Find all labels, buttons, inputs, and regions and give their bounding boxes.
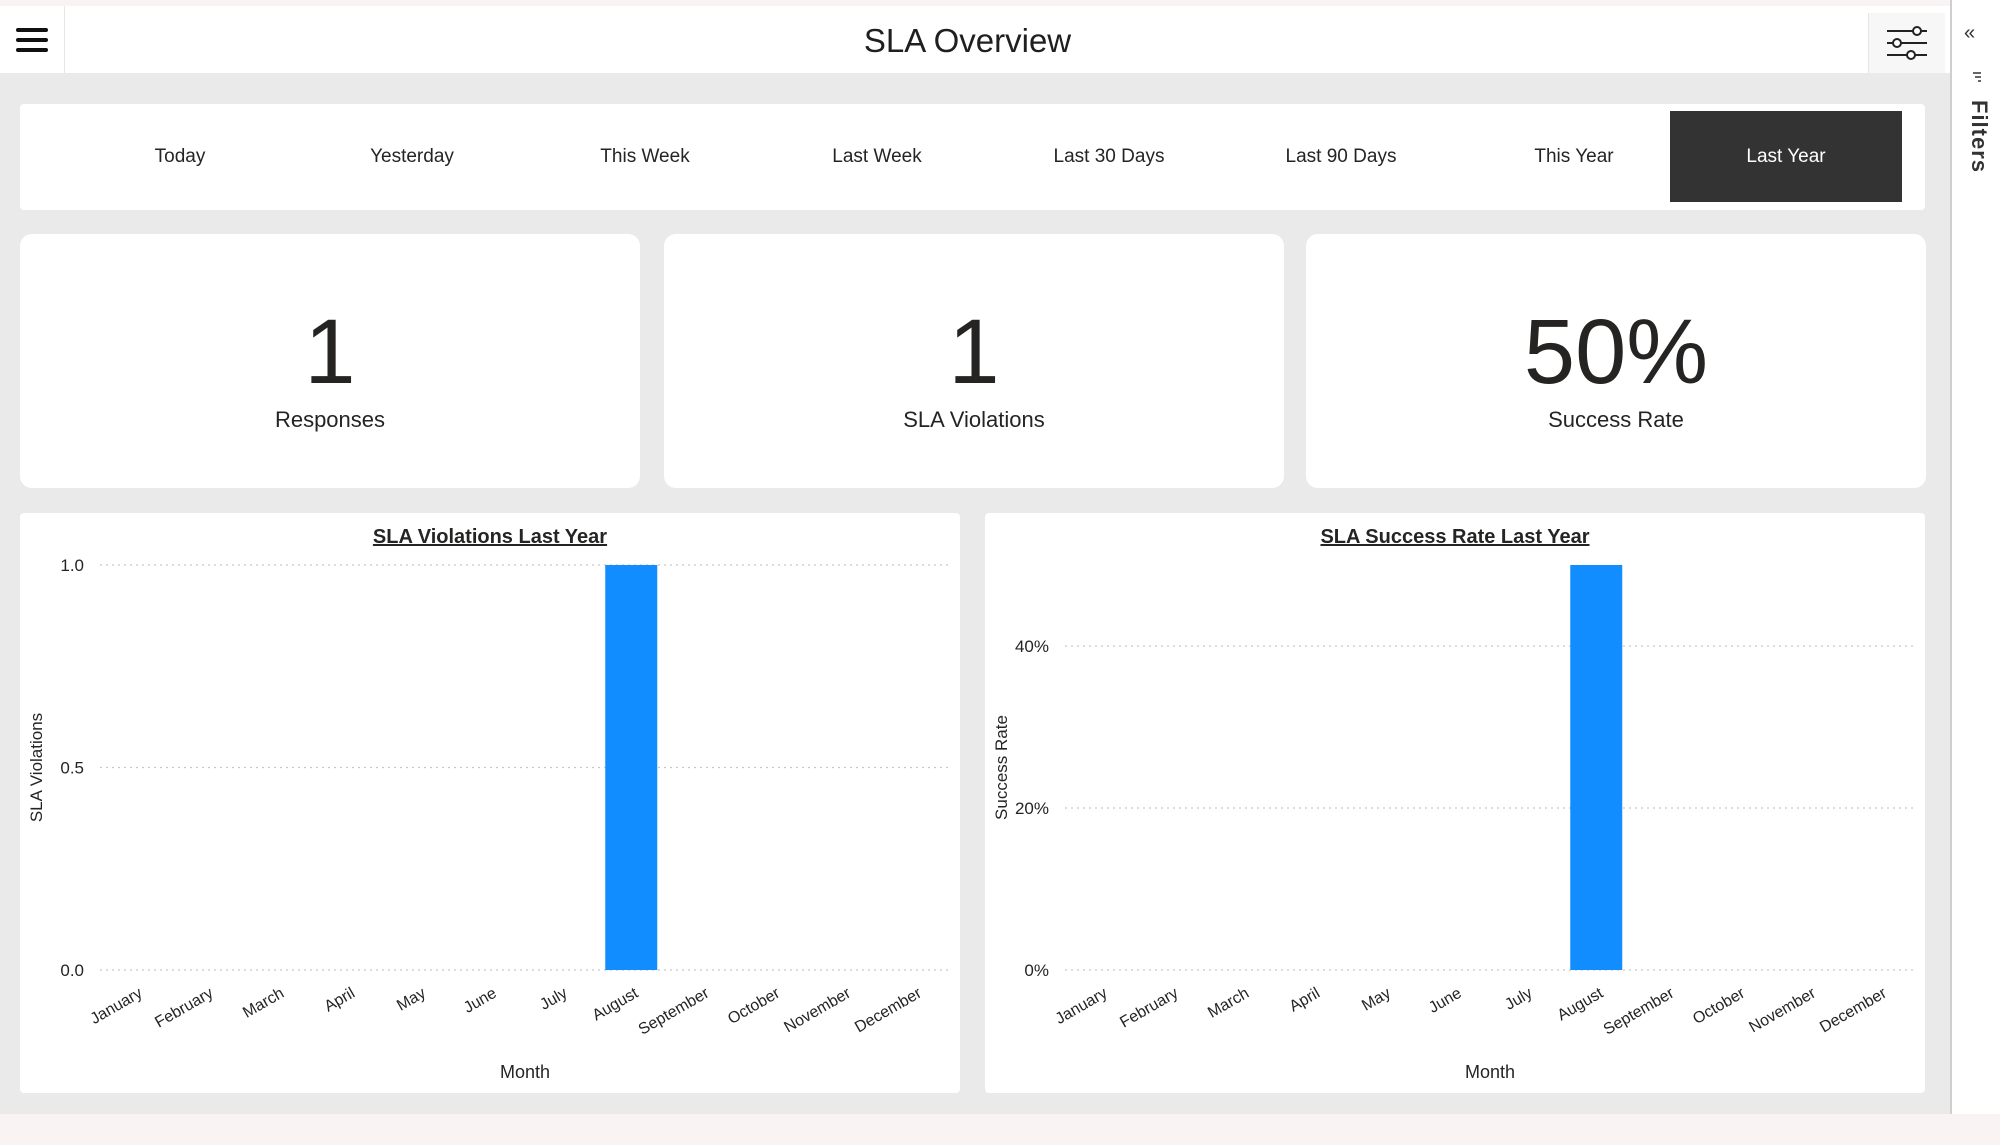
- x-tick-label: November: [1746, 984, 1819, 1036]
- date-range-selector: Today Yesterday This Week Last Week Last…: [20, 104, 1925, 210]
- x-tick-label: September: [1601, 984, 1678, 1038]
- y-tick-label: 0.0: [60, 961, 84, 980]
- kpi-value: 1: [304, 301, 356, 403]
- bar: [605, 565, 658, 970]
- hamburger-icon: [16, 27, 48, 52]
- x-tick-label: February: [152, 985, 216, 1032]
- x-tick-label: August: [1555, 984, 1607, 1024]
- kpi-card-responses: 1 Responses: [20, 234, 640, 488]
- kpi-label: Success Rate: [1548, 407, 1684, 432]
- x-tick-label: July: [1502, 985, 1535, 1014]
- x-tick-label: April: [1287, 985, 1323, 1016]
- kpi-label: Responses: [274, 407, 386, 432]
- y-tick-label: 0.5: [60, 759, 84, 778]
- range-yesterday-button[interactable]: Yesterday: [370, 145, 454, 167]
- page-title: SLA Overview: [863, 22, 1072, 59]
- kpi-card-sla-violations: 1 SLA Violations: [664, 234, 1284, 488]
- x-tick-label: November: [781, 984, 854, 1036]
- kpi-label: SLA Violations: [903, 407, 1045, 432]
- range-last-year-button[interactable]: Last Year: [1670, 111, 1902, 202]
- range-today-button[interactable]: Today: [154, 145, 206, 167]
- x-tick-label: January: [88, 985, 146, 1028]
- y-axis-label: Success Rate: [992, 715, 1011, 820]
- y-axis-label: SLA Violations: [27, 713, 46, 822]
- x-tick-label: March: [1205, 985, 1252, 1022]
- x-tick-label: October: [725, 984, 783, 1028]
- x-tick-label: April: [322, 985, 358, 1016]
- x-axis-label: Month: [500, 1062, 550, 1082]
- filters-pane: « Filters: [1950, 0, 2000, 1114]
- y-tick-label: 0%: [1024, 961, 1049, 980]
- filters-pane-label[interactable]: Filters: [1967, 100, 1992, 174]
- y-tick-label: 1.0: [60, 556, 84, 575]
- x-tick-label: February: [1117, 985, 1181, 1032]
- range-this-week-button[interactable]: This Week: [600, 145, 690, 167]
- x-tick-label: January: [1053, 985, 1111, 1028]
- x-tick-label: June: [461, 985, 500, 1017]
- filter-icon: [1973, 72, 1981, 82]
- report-canvas: SLA Overview Today Yesterday This Week L…: [0, 6, 1950, 1114]
- x-tick-label: July: [537, 985, 570, 1014]
- range-this-year-button[interactable]: This Year: [1534, 145, 1614, 167]
- range-last-week-button[interactable]: Last Week: [832, 145, 922, 167]
- menu-button[interactable]: [0, 6, 65, 73]
- y-tick-label: 20%: [1015, 799, 1049, 818]
- filter-settings-button[interactable]: [1868, 13, 1945, 73]
- bar: [1570, 565, 1623, 970]
- kpi-card-success-rate: 50% Success Rate: [1306, 234, 1926, 488]
- x-tick-label: March: [240, 985, 287, 1022]
- x-tick-label: September: [636, 984, 713, 1038]
- range-last-30-days-button[interactable]: Last 30 Days: [1053, 145, 1165, 167]
- kpi-value: 50%: [1523, 301, 1709, 403]
- x-tick-label: August: [590, 984, 642, 1024]
- chart-title: SLA Violations Last Year: [373, 526, 607, 548]
- sla-violations-chart-svg: SLA Violations Last Year 0.0 0.5 1.0 January…: [27, 526, 950, 1082]
- sliders-icon: [1887, 26, 1927, 60]
- sla-success-rate-chart-svg: SLA Success Rate Last Year 0% 20% 40% Januar…: [992, 526, 1915, 1082]
- x-tick-label: May: [1359, 985, 1394, 1015]
- kpi-value: 1: [948, 301, 1000, 403]
- x-tick-label: June: [1426, 985, 1465, 1017]
- range-last-90-days-button[interactable]: Last 90 Days: [1285, 145, 1397, 167]
- sla-success-rate-chart[interactable]: SLA Success Rate Last Year 0% 20% 40% Januar…: [985, 513, 1925, 1093]
- x-tick-label: December: [1817, 984, 1890, 1036]
- y-tick-label: 40%: [1015, 637, 1049, 656]
- collapse-filters-icon[interactable]: «: [1964, 22, 1976, 44]
- x-axis-label: Month: [1465, 1062, 1515, 1082]
- top-bar: SLA Overview: [0, 6, 1950, 73]
- x-tick-label: May: [394, 985, 429, 1015]
- x-tick-label: October: [1690, 984, 1748, 1028]
- x-tick-label: December: [852, 984, 925, 1036]
- chart-title: SLA Success Rate Last Year: [1320, 526, 1589, 548]
- sla-violations-chart[interactable]: SLA Violations Last Year 0.0 0.5 1.0 January…: [20, 513, 960, 1093]
